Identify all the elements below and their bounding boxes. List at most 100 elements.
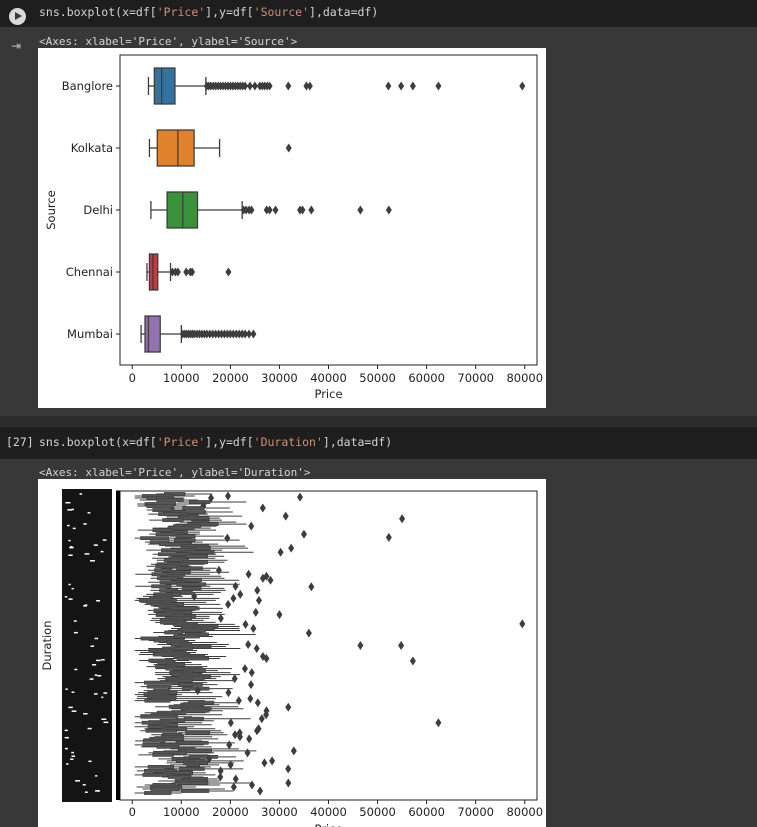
x-tick-label: 10000 bbox=[163, 805, 200, 819]
box bbox=[140, 714, 178, 719]
label-gap bbox=[94, 790, 99, 792]
box bbox=[140, 536, 170, 541]
play-icon[interactable] bbox=[9, 8, 26, 25]
box bbox=[174, 538, 196, 543]
box-banglore bbox=[153, 67, 176, 105]
output-arrow-icon[interactable]: ⇥ bbox=[11, 39, 22, 53]
outlier-point bbox=[272, 205, 279, 215]
code-string: 'Source' bbox=[253, 5, 310, 19]
label-gap bbox=[66, 763, 69, 765]
box bbox=[162, 518, 184, 522]
box bbox=[176, 582, 207, 587]
outlier-point bbox=[398, 81, 405, 91]
outlier-point bbox=[246, 734, 253, 744]
outlier-point bbox=[308, 205, 315, 215]
box bbox=[185, 730, 211, 735]
box-chennai bbox=[148, 253, 159, 291]
box bbox=[175, 534, 196, 539]
outlier-point bbox=[250, 329, 257, 339]
outlier-point bbox=[303, 81, 310, 91]
label-gap bbox=[100, 550, 104, 553]
label-gap bbox=[83, 523, 87, 525]
label-gap bbox=[84, 604, 88, 606]
x-tick-label: 60000 bbox=[408, 805, 445, 819]
outlier-point bbox=[248, 680, 255, 690]
outlier-point bbox=[217, 613, 224, 623]
code-editor-bar[interactable]: sns.boxplot(x=df['Price'],y=df['Source']… bbox=[0, 0, 757, 27]
output-text: <Axes: xlabel='Price', ylabel='Duration'… bbox=[39, 466, 311, 479]
x-tick-label: 70000 bbox=[457, 805, 494, 819]
label-gap bbox=[89, 678, 94, 680]
box bbox=[181, 586, 202, 591]
outlier-point bbox=[248, 780, 255, 790]
label-gap bbox=[93, 693, 98, 695]
cell-divider bbox=[0, 416, 757, 427]
label-gap bbox=[71, 587, 74, 590]
label-gap bbox=[82, 784, 86, 786]
outlier-point bbox=[435, 718, 442, 728]
label-gap bbox=[65, 688, 68, 690]
outlier-point bbox=[385, 532, 392, 542]
label-gap bbox=[64, 736, 69, 739]
code-line[interactable]: sns.boxplot(x=df['Price'],y=df['Source']… bbox=[39, 5, 378, 19]
label-gap bbox=[71, 691, 75, 693]
code-text: ],y=df[ bbox=[205, 435, 254, 449]
x-tick-label: 80000 bbox=[506, 371, 543, 385]
outlier-point bbox=[357, 205, 364, 215]
x-tick-label: 30000 bbox=[261, 371, 298, 385]
code-line[interactable]: sns.boxplot(x=df['Price'],y=df['Duration… bbox=[39, 435, 392, 449]
y-tick-label: Kolkata bbox=[71, 141, 113, 155]
x-tick-label: 20000 bbox=[212, 371, 249, 385]
label-gap bbox=[71, 751, 75, 754]
label-gap bbox=[68, 706, 73, 709]
y-axis-label: Duration bbox=[40, 621, 54, 671]
execution-count: [27] bbox=[6, 435, 34, 449]
outlier-point bbox=[285, 81, 292, 91]
label-gap bbox=[88, 760, 92, 763]
outlier-point bbox=[409, 81, 416, 91]
label-gap bbox=[101, 658, 105, 661]
label-gap bbox=[64, 596, 68, 598]
box bbox=[142, 773, 175, 777]
label-gap bbox=[103, 692, 108, 694]
box bbox=[188, 754, 218, 759]
outlier-point bbox=[254, 726, 261, 736]
y-tick-label: Banglore bbox=[62, 79, 113, 93]
outlier-point bbox=[225, 688, 232, 698]
box bbox=[147, 765, 175, 769]
code-string: 'Price' bbox=[156, 5, 206, 19]
box bbox=[142, 738, 166, 743]
label-gap bbox=[64, 729, 68, 732]
x-tick-label: 50000 bbox=[359, 371, 396, 385]
outlier-point bbox=[232, 730, 239, 740]
code-editor-bar[interactable]: [27] sns.boxplot(x=df['Price'],y=df['Dur… bbox=[0, 427, 757, 459]
box bbox=[144, 680, 180, 685]
outlier-point bbox=[252, 607, 259, 617]
outlier-point bbox=[242, 329, 249, 339]
code-text: ],data=df) bbox=[309, 5, 379, 19]
box bbox=[176, 781, 209, 785]
label-gap bbox=[75, 780, 80, 782]
outlier-point bbox=[285, 143, 292, 153]
outlier-point bbox=[208, 493, 215, 503]
outlier-point bbox=[290, 746, 297, 756]
x-axis-label: Price bbox=[314, 387, 342, 401]
label-gap bbox=[79, 493, 83, 495]
y-tick-labels-overlapped bbox=[62, 489, 112, 802]
outlier-point bbox=[174, 267, 181, 277]
label-gap bbox=[74, 668, 78, 671]
outlier-point bbox=[267, 575, 274, 585]
x-tick-label: 40000 bbox=[310, 805, 347, 819]
label-gap bbox=[68, 554, 73, 556]
outlier-point bbox=[232, 774, 239, 784]
outlier-point bbox=[227, 760, 234, 770]
outlier-point bbox=[305, 628, 312, 638]
outlier-point bbox=[254, 585, 261, 595]
outlier-point bbox=[232, 581, 239, 591]
x-tick-label: 20000 bbox=[212, 805, 249, 819]
outlier-point bbox=[285, 702, 292, 712]
box bbox=[182, 506, 205, 510]
box bbox=[189, 500, 211, 504]
y-axis-label: Source bbox=[44, 190, 58, 230]
code-string: 'Price' bbox=[156, 435, 206, 449]
